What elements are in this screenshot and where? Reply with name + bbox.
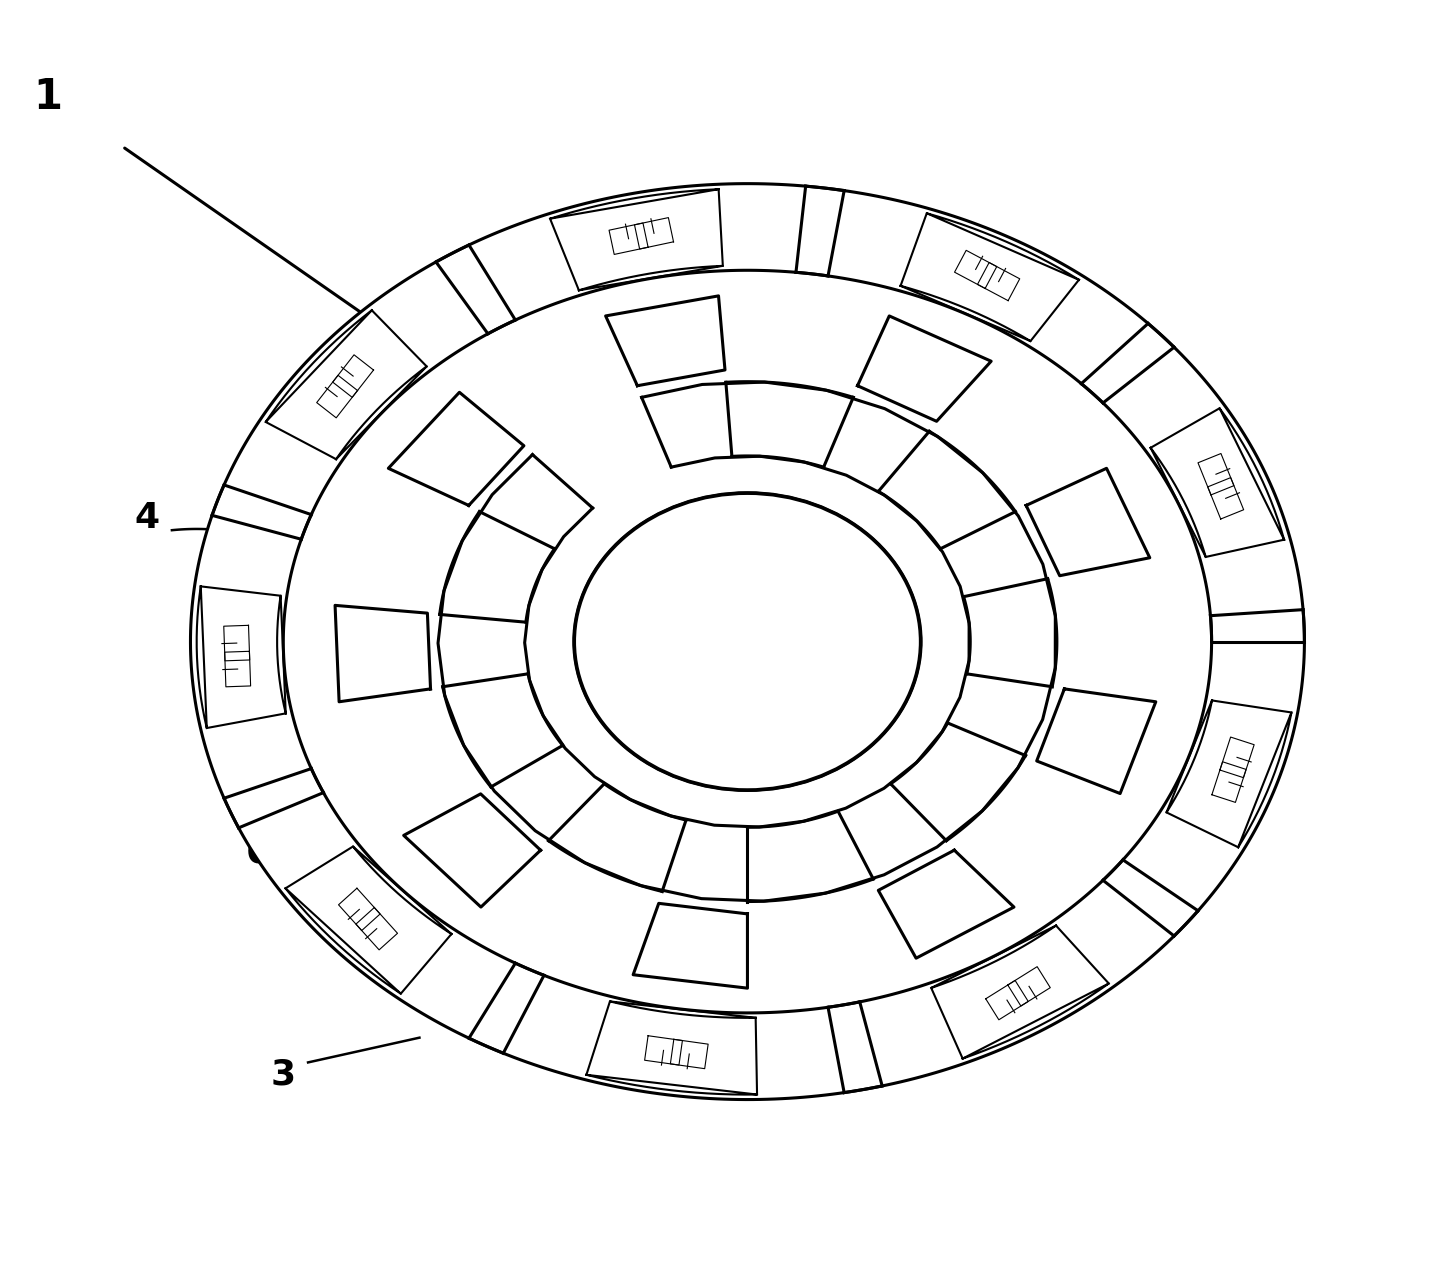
Polygon shape [225,651,251,687]
Polygon shape [191,485,324,827]
Polygon shape [727,382,853,467]
Polygon shape [1007,967,1050,1006]
Polygon shape [609,223,648,254]
Text: 4: 4 [135,501,159,535]
Polygon shape [1036,688,1156,793]
Polygon shape [963,578,1058,687]
Polygon shape [196,586,285,728]
Polygon shape [1026,469,1149,576]
Polygon shape [436,184,844,333]
Polygon shape [986,981,1029,1020]
Polygon shape [469,963,883,1099]
Polygon shape [1082,323,1304,641]
Polygon shape [606,296,725,386]
Polygon shape [954,250,997,289]
Polygon shape [317,375,358,418]
Polygon shape [1151,409,1284,557]
Polygon shape [1212,762,1247,802]
Polygon shape [795,186,1174,404]
Polygon shape [748,811,873,902]
Polygon shape [857,315,992,421]
Polygon shape [338,889,380,931]
Polygon shape [332,355,374,397]
Polygon shape [549,784,686,891]
Polygon shape [438,382,1058,902]
Polygon shape [440,512,555,622]
Polygon shape [443,674,563,787]
Polygon shape [355,908,397,950]
Polygon shape [550,189,722,290]
Polygon shape [671,1039,708,1069]
Polygon shape [878,432,1016,549]
Polygon shape [931,926,1109,1059]
Text: 1: 1 [33,77,63,117]
Polygon shape [1103,609,1304,936]
Polygon shape [586,1001,757,1094]
Polygon shape [1208,478,1244,518]
Polygon shape [633,903,748,988]
Polygon shape [438,382,1056,902]
Ellipse shape [575,493,921,790]
Polygon shape [404,794,540,907]
Polygon shape [977,263,1020,300]
Text: 3: 3 [271,1057,295,1092]
Polygon shape [265,310,427,460]
Polygon shape [1166,701,1291,847]
Polygon shape [900,213,1079,341]
Polygon shape [388,392,524,506]
Polygon shape [224,626,249,660]
Polygon shape [335,605,430,702]
Text: 6: 6 [246,835,271,870]
Polygon shape [212,245,516,539]
Polygon shape [285,847,451,994]
Polygon shape [828,859,1198,1093]
Polygon shape [645,1036,682,1065]
Polygon shape [878,850,1015,958]
Polygon shape [891,723,1026,840]
Polygon shape [224,769,545,1054]
Polygon shape [1219,737,1254,778]
Ellipse shape [575,493,921,790]
Polygon shape [1198,453,1234,495]
Polygon shape [635,217,674,249]
